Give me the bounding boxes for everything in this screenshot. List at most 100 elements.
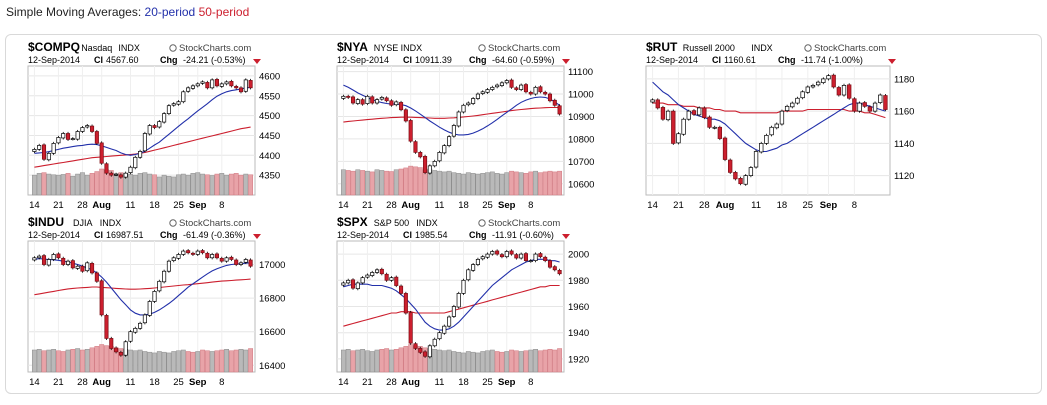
dropdown-arrow-icon[interactable] xyxy=(253,234,261,239)
candle-body xyxy=(427,165,432,174)
candle-body xyxy=(152,125,157,128)
chart-compq: $COMPQ Nasdaq INDX StockCharts.com 12-Sep-20… xyxy=(20,38,295,213)
header-title: Simple Moving Averages: xyxy=(6,5,142,19)
volume-bar xyxy=(432,170,438,196)
volume-bar xyxy=(185,174,191,196)
candle-body xyxy=(466,102,471,106)
candle-body xyxy=(519,253,524,259)
volume-bar xyxy=(456,173,462,196)
candle-body xyxy=(399,285,404,294)
candle-body xyxy=(128,166,133,174)
volume-bar xyxy=(489,171,495,196)
plot-frame xyxy=(645,65,891,196)
volume-bar xyxy=(537,350,543,373)
dropdown-arrow-icon[interactable] xyxy=(562,234,570,239)
volume-bar xyxy=(176,174,181,196)
candle-body xyxy=(389,277,394,281)
candle-body xyxy=(821,78,826,83)
volume-bar xyxy=(89,173,95,196)
volume-bar xyxy=(499,173,505,196)
candle-body xyxy=(523,253,528,262)
volume-bar xyxy=(379,170,385,196)
chart-nya: $NYA NYSE INDX StockCharts.com 12-Sep-2014 Cl… xyxy=(329,38,604,213)
candle-body xyxy=(46,152,51,161)
volume-bar xyxy=(152,352,157,373)
volume-bar xyxy=(46,349,52,373)
x-tick-label: 8 xyxy=(528,200,533,211)
chart-spx: $SPX S&P 500 INDX StockCharts.com 12-Sep-201… xyxy=(329,213,604,390)
candle-body xyxy=(346,279,351,284)
change-value: -24.21 (-0.53%) xyxy=(183,55,246,65)
x-tick-label: Sep xyxy=(820,200,838,211)
volume-bar xyxy=(557,348,563,373)
candle-body xyxy=(234,259,239,265)
candle-body xyxy=(41,144,47,160)
candle-body xyxy=(485,253,490,258)
dropdown-arrow-icon[interactable] xyxy=(562,59,570,64)
volume-bar xyxy=(389,349,394,373)
candle-body xyxy=(753,151,759,168)
candle-body xyxy=(51,143,56,154)
candle-body xyxy=(70,138,75,140)
volume-bar xyxy=(446,170,452,196)
volume-bar xyxy=(204,174,210,196)
chart-symbol: $NYA xyxy=(337,40,368,54)
volume-bar xyxy=(509,170,514,196)
candle-body xyxy=(195,250,200,255)
y-tick-label: 4350 xyxy=(259,171,280,182)
volume-bar xyxy=(465,351,471,373)
volume-bar xyxy=(185,351,191,373)
candle-body xyxy=(32,257,37,261)
volume-bar xyxy=(547,170,553,196)
candle-body xyxy=(138,150,143,158)
y-tick-label: 4400 xyxy=(259,151,280,162)
volume-bar xyxy=(99,168,105,196)
ma50-line xyxy=(652,102,886,119)
y-tick-label: 10800 xyxy=(568,134,594,145)
candle-body xyxy=(427,345,432,358)
x-tick-label: 14 xyxy=(647,200,658,211)
volume-bar xyxy=(369,171,375,196)
dropdown-arrow-icon[interactable] xyxy=(888,59,896,64)
y-tick-label: 1140 xyxy=(894,139,914,150)
watermark: StockCharts.com xyxy=(179,43,251,54)
candle-body xyxy=(447,136,452,146)
candle-body xyxy=(104,163,109,174)
chart-date: 12-Sep-2014 xyxy=(646,55,698,65)
volume-bar xyxy=(552,171,558,196)
ma50-line xyxy=(343,284,560,327)
candle-body xyxy=(403,293,408,314)
volume-bar xyxy=(56,174,61,196)
candle-body xyxy=(162,270,167,283)
x-tick-label: Aug xyxy=(716,200,735,211)
volume-bar xyxy=(31,349,37,373)
volume-bar xyxy=(36,349,42,373)
volume-bar xyxy=(99,344,105,373)
volume-bar xyxy=(132,350,138,373)
change-value: -11.74 (-1.00%) xyxy=(801,55,863,65)
volume-bar xyxy=(70,175,76,196)
x-tick-label: 25 xyxy=(173,200,184,211)
candle-body xyxy=(790,102,795,108)
candle-body xyxy=(114,174,119,176)
candle-body xyxy=(509,79,514,88)
volume-bar xyxy=(384,348,390,373)
candle-body xyxy=(437,332,442,340)
candle-body xyxy=(519,84,524,90)
dropdown-arrow-icon[interactable] xyxy=(253,59,261,64)
candle-body xyxy=(660,107,666,120)
candle-body xyxy=(355,282,360,290)
candle-body xyxy=(210,79,215,89)
candle-body xyxy=(442,145,447,154)
candle-body xyxy=(810,84,816,88)
candle-body xyxy=(56,137,61,144)
volume-bar xyxy=(152,174,157,196)
volume-bar xyxy=(156,351,162,373)
candle-body xyxy=(186,87,191,92)
volume-bar xyxy=(180,173,186,196)
candle-body xyxy=(389,100,394,106)
candle-body xyxy=(650,99,655,103)
candle-body xyxy=(862,102,867,107)
candle-body xyxy=(142,133,147,152)
y-tick-label: 4600 xyxy=(259,71,280,82)
